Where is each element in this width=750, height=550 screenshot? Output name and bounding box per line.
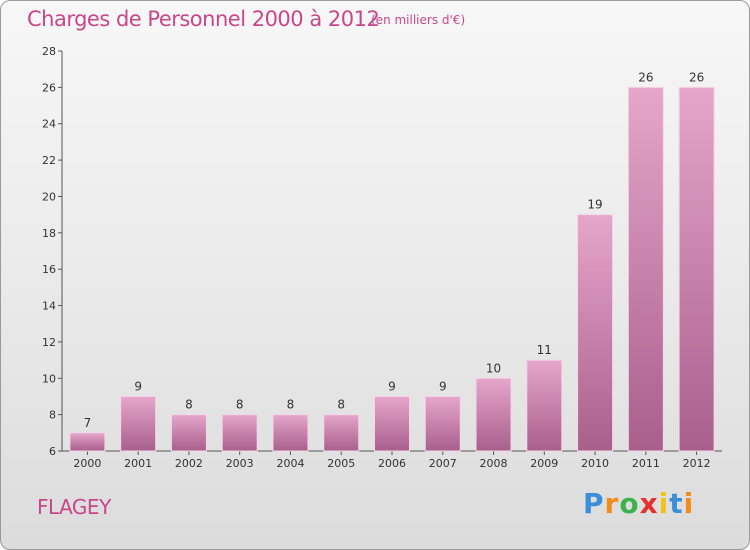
x-tick-label: 2005 xyxy=(327,457,355,470)
bar xyxy=(577,214,614,452)
bar xyxy=(272,414,309,452)
bar xyxy=(424,395,461,452)
chart-subtitle: (en milliers d'€) xyxy=(371,13,466,27)
y-tick-label: 24 xyxy=(42,118,56,131)
x-tick-label: 2011 xyxy=(632,457,660,470)
y-tick-label: 20 xyxy=(42,190,56,203)
bar-value-label: 8 xyxy=(287,398,295,412)
bar-value-label: 8 xyxy=(337,398,345,412)
x-tick-label: 2001 xyxy=(124,457,152,470)
bar xyxy=(374,395,410,452)
y-tick-label: 6 xyxy=(49,445,56,458)
logo-letter: r xyxy=(604,487,620,520)
y-tick-label: 18 xyxy=(42,227,56,240)
bar-value-label: 26 xyxy=(689,70,704,84)
bar xyxy=(526,359,563,452)
bar-value-label: 19 xyxy=(587,198,602,212)
logo-letter: P xyxy=(583,487,605,520)
x-tick-label: 2000 xyxy=(73,457,101,470)
x-tick-label: 2008 xyxy=(480,457,508,470)
y-tick-label: 16 xyxy=(42,263,56,276)
x-tick-label: 2012 xyxy=(683,457,711,470)
bar xyxy=(323,414,360,452)
bar xyxy=(170,414,207,452)
value-labels: 7 9 8 8 8 8 9 9 10 11 19 26 26 xyxy=(84,70,705,429)
bar xyxy=(475,377,512,452)
bar xyxy=(120,395,157,452)
proxiti-logo: Proxiti xyxy=(583,487,694,520)
logo-letter: i xyxy=(683,487,695,520)
chart-title: Charges de Personnel 2000 à 2012 xyxy=(27,7,380,31)
y-tick-label: 14 xyxy=(42,300,56,313)
bar xyxy=(627,86,664,452)
logo-letter: t xyxy=(669,487,684,520)
y-tick-label: 22 xyxy=(42,154,56,167)
bar-value-label: 9 xyxy=(388,379,396,393)
logo-letter: x xyxy=(639,487,659,520)
bar-value-label: 11 xyxy=(537,343,552,357)
bar-value-label: 10 xyxy=(486,361,501,375)
bar-value-label: 7 xyxy=(84,416,92,430)
y-tick-label: 28 xyxy=(42,45,56,58)
bar-value-label: 8 xyxy=(236,398,244,412)
y-tick-label: 10 xyxy=(42,372,56,385)
bar xyxy=(69,432,106,452)
bar xyxy=(221,414,258,452)
bar xyxy=(678,86,715,452)
bar-value-label: 26 xyxy=(638,70,653,84)
x-tick-label: 2002 xyxy=(175,457,203,470)
place-name: FLAGEY xyxy=(37,495,111,519)
axes: 6 8 10 12 14 16 18 20 22 24 26 28 2000 2001 2002 2003 20… xyxy=(42,45,722,470)
bar-value-label: 8 xyxy=(185,398,193,412)
x-tick-label: 2004 xyxy=(276,457,304,470)
logo-letter: i xyxy=(658,487,670,520)
y-tick-label: 26 xyxy=(42,81,56,94)
x-tick-label: 2007 xyxy=(429,457,457,470)
bars xyxy=(69,86,715,452)
x-tick-label: 2003 xyxy=(226,457,254,470)
y-tick-label: 12 xyxy=(42,336,56,349)
bar-value-label: 9 xyxy=(134,379,142,393)
x-tick-label: 2010 xyxy=(581,457,609,470)
logo-letter: o xyxy=(619,487,640,520)
bar-value-label: 9 xyxy=(439,379,447,393)
y-tick-label: 8 xyxy=(49,409,56,422)
x-tick-label: 2006 xyxy=(378,457,406,470)
x-tick-label: 2009 xyxy=(530,457,558,470)
